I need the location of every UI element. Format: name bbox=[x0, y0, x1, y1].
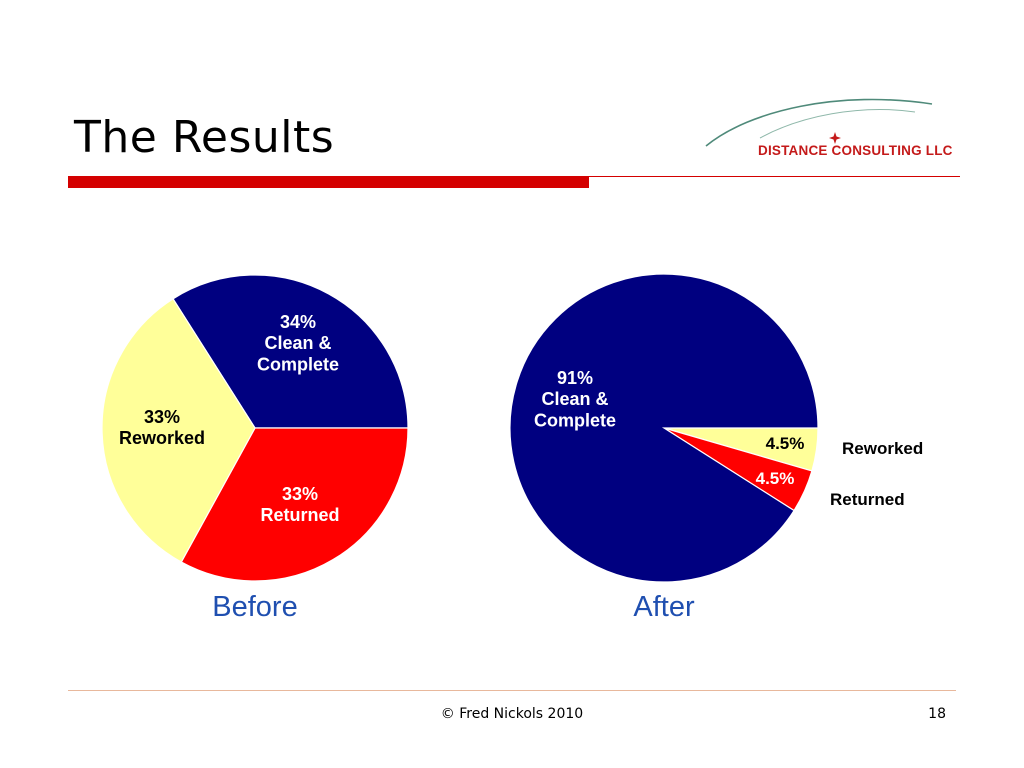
chart-title-after: After bbox=[633, 591, 695, 623]
slice-label-clean-complete-line: 91% bbox=[557, 368, 593, 388]
slice-label-reworked-line: Reworked bbox=[119, 428, 205, 448]
slice-name-label-returned-line: Returned bbox=[830, 490, 905, 509]
slice-label-clean-complete: 34% Clean & Complete bbox=[257, 312, 339, 374]
logo-star-icon bbox=[829, 132, 841, 144]
slice-label-clean-complete-line: Complete bbox=[534, 410, 616, 430]
slice-pct-label-returned-line: 4.5% bbox=[756, 469, 795, 488]
pie-slice-clean bbox=[172, 274, 409, 429]
slice-label-reworked-line: 33% bbox=[144, 407, 180, 427]
pie-chart-after bbox=[509, 273, 819, 583]
slice-label-clean-complete-line: Clean & bbox=[541, 389, 608, 409]
footer-copyright: © Fred Nickols 2010 bbox=[440, 706, 584, 722]
slice-label-returned: 33% Returned bbox=[260, 484, 339, 525]
title-rule-thin bbox=[589, 176, 960, 177]
slice-name-label-reworked: Reworked bbox=[842, 439, 923, 458]
company-logo bbox=[705, 98, 933, 147]
slice-pct-label-reworked-line: 4.5% bbox=[766, 434, 805, 453]
footer-rule bbox=[68, 690, 956, 691]
slice-label-reworked: 33% Reworked bbox=[119, 407, 205, 448]
slice-name-label-reworked-line: Reworked bbox=[842, 439, 923, 458]
pie-slice-returned bbox=[180, 427, 409, 582]
slice-label-clean-complete-line: Clean & bbox=[264, 333, 331, 353]
pie-chart-before bbox=[101, 274, 409, 582]
page-number: 18 bbox=[928, 706, 946, 722]
page-title: The Results bbox=[74, 112, 335, 163]
slice-label-returned-line: 33% bbox=[282, 484, 318, 504]
chart-title-before: Before bbox=[212, 591, 297, 623]
slice-pct-label-returned: 4.5% bbox=[756, 469, 795, 488]
logo-text: DISTANCE CONSULTING LLC bbox=[758, 143, 953, 158]
slice-pct-label-reworked: 4.5% bbox=[766, 434, 805, 453]
slice-label-clean-complete: 91% Clean & Complete bbox=[534, 368, 616, 430]
logo-swoosh bbox=[705, 98, 933, 147]
pie-slice-reworked bbox=[101, 297, 256, 563]
slice-label-returned-line: Returned bbox=[260, 505, 339, 525]
logo-swoosh-inner bbox=[759, 109, 916, 139]
pie-slice-clean bbox=[509, 273, 819, 583]
title-rule-thick bbox=[68, 176, 589, 188]
slice-label-clean-complete-line: Complete bbox=[257, 354, 339, 374]
slice-label-clean-complete-line: 34% bbox=[280, 312, 316, 332]
slice-name-label-returned: Returned bbox=[830, 490, 905, 509]
